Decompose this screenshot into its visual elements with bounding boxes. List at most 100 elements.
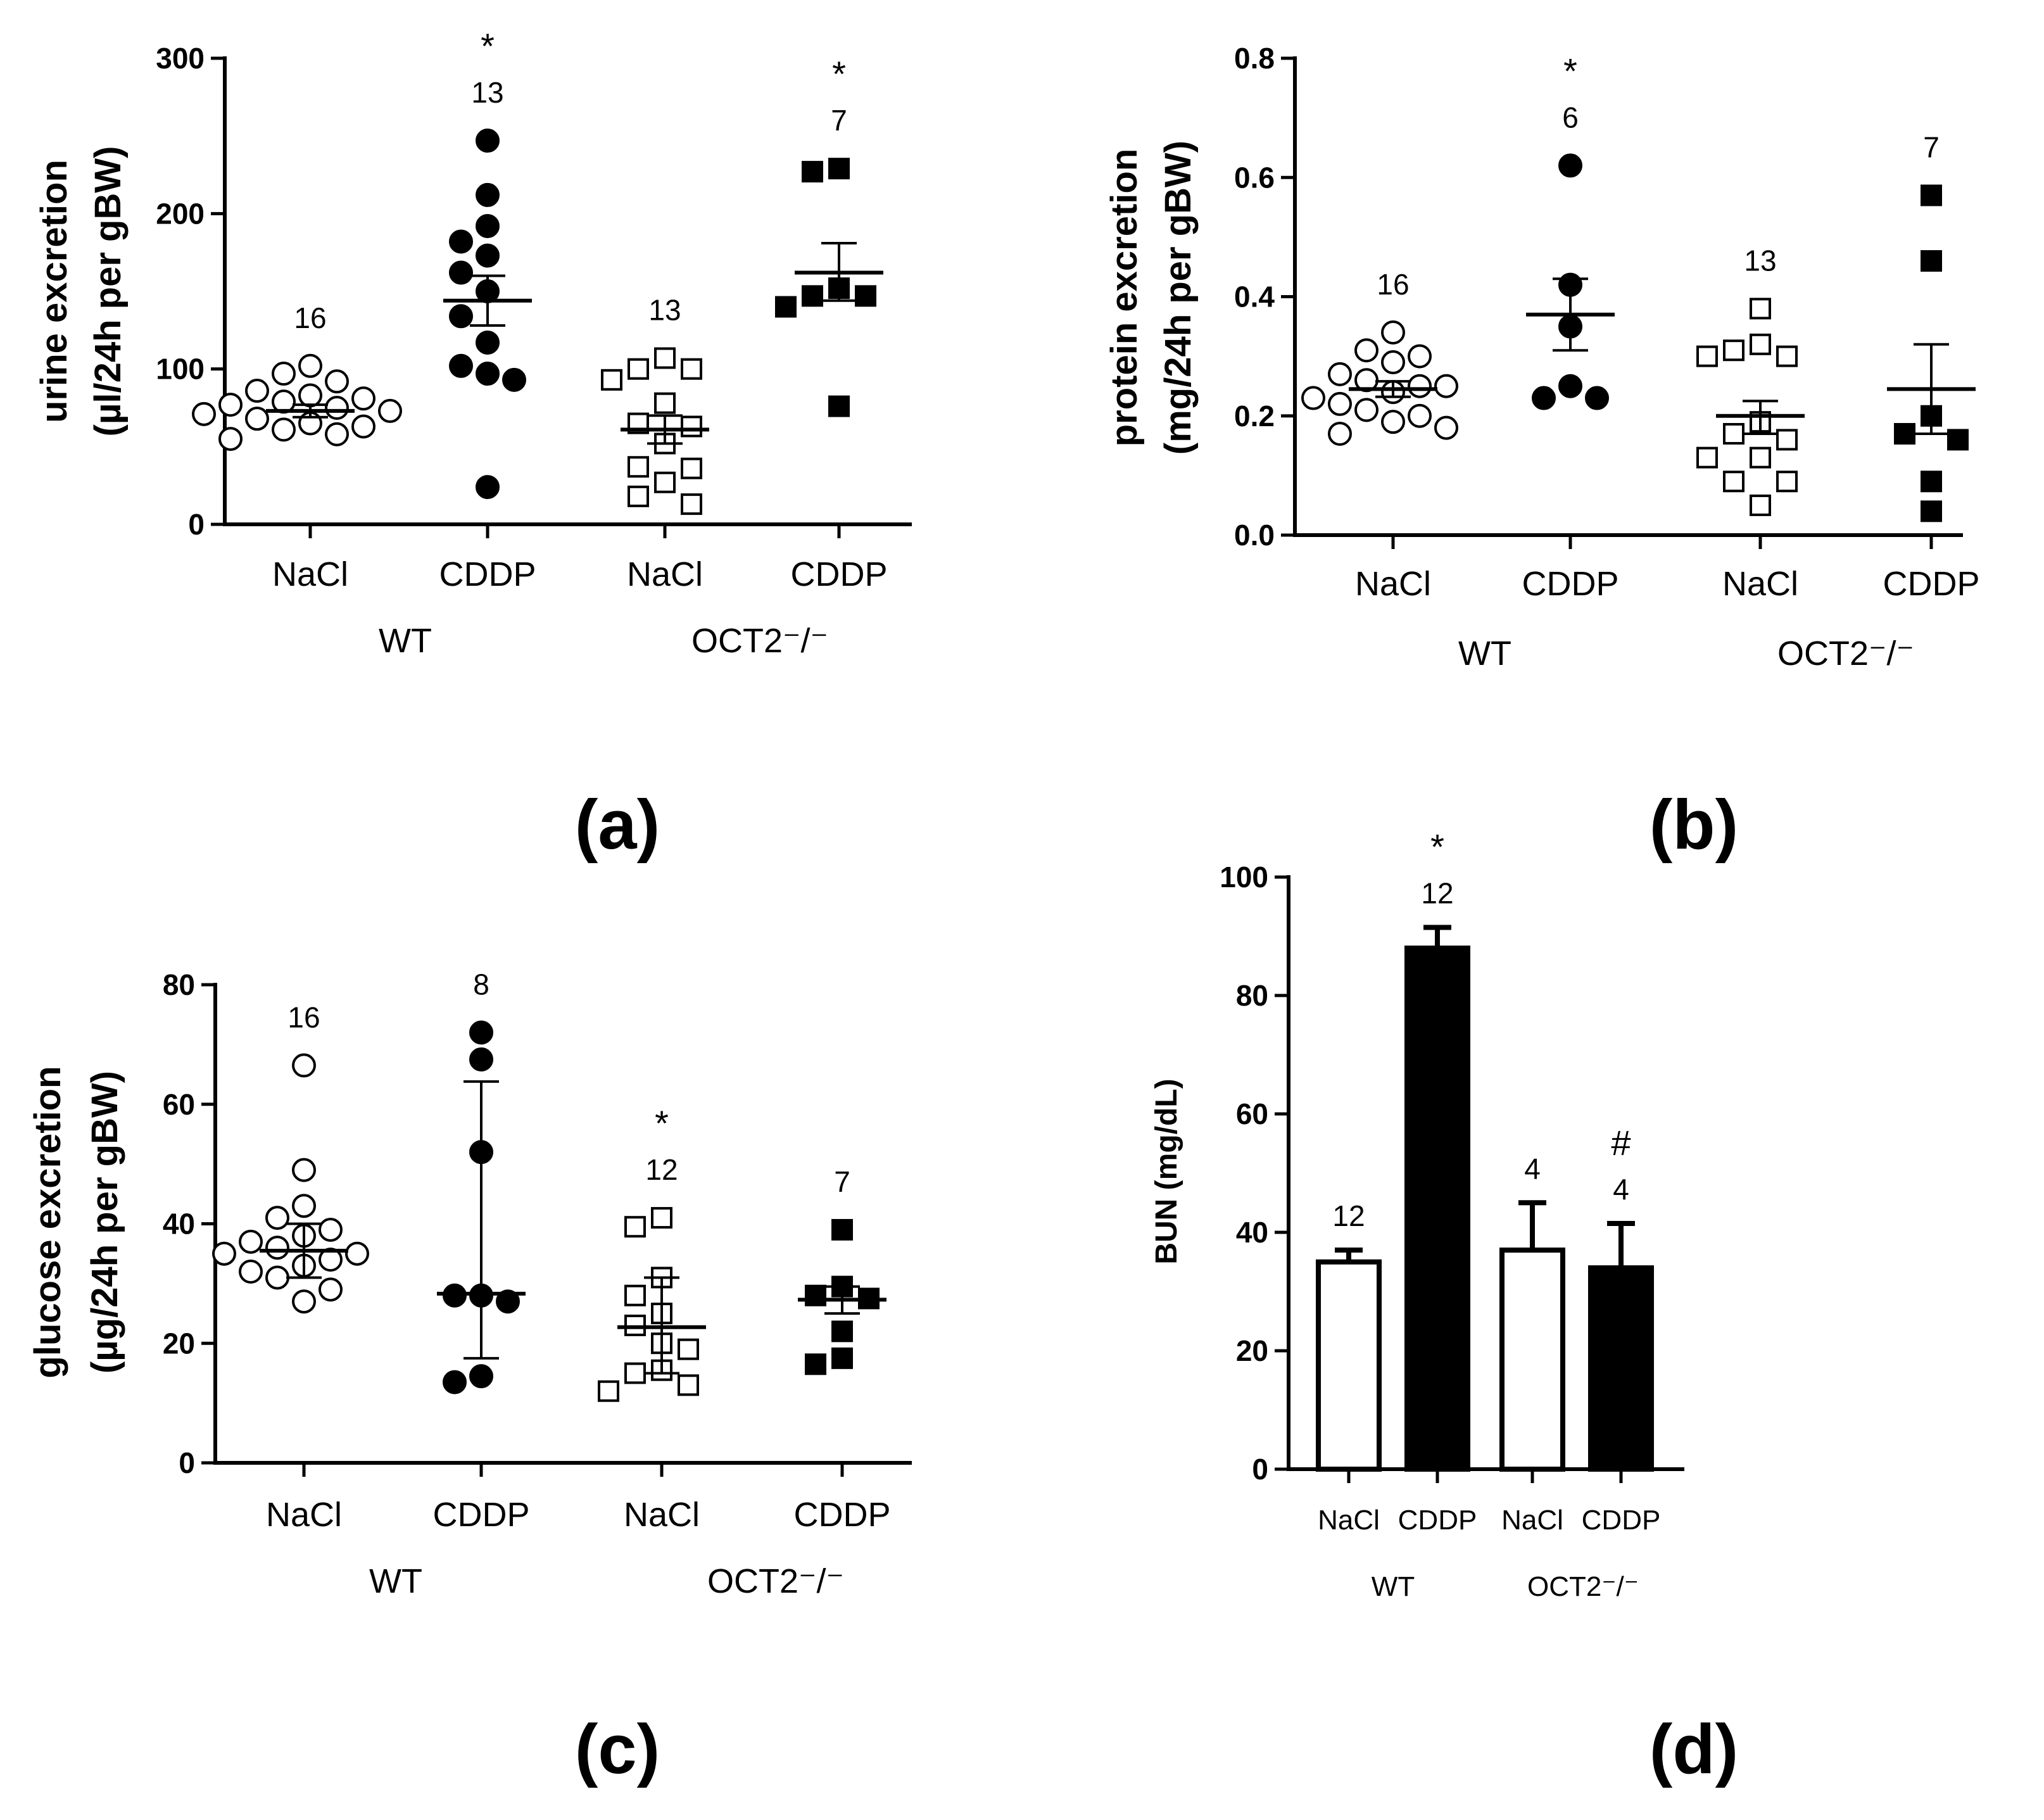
data-point [292,1158,316,1182]
data-point [1408,374,1432,398]
n-label: 12 [645,1153,678,1186]
group-label: OCT2⁻/⁻ [707,1562,844,1600]
data-point [1434,415,1458,440]
data-point [1354,338,1378,363]
chart-panel-d: 0 20 40 60 80 100 NaCl CDDP NaCl CDDP WT OCT2⁻/⁻ BUN… [1150,826,1738,1788]
category-label: CDDP [793,1496,890,1534]
category-label: NaCl [1318,1505,1380,1536]
data-point [292,1194,316,1218]
data-point [1723,422,1744,445]
data-point [476,243,500,268]
category-label: CDDP [432,1496,529,1534]
y-tick-label: 0.8 [1234,42,1275,75]
category-label: NaCl [1355,565,1431,603]
bar [1499,1248,1565,1472]
data-point [1750,494,1771,516]
data-point [1301,386,1325,410]
data-point [449,260,473,285]
n-label: 4 [1524,1152,1541,1185]
data-point [828,158,850,180]
chart-panel-c: 0 20 40 60 80 NaCl CDDP NaCl CDDP WT OCT2⁻/⁻ glucos… [27,968,912,1788]
data-point [1434,374,1458,398]
series-2: 12 * [598,1103,706,1402]
data-point [1408,403,1432,428]
data-point [265,1235,289,1260]
data-point [449,304,473,329]
data-point [598,1380,619,1402]
series-1: 6* [1526,51,1615,410]
category-label: CDDP [1522,565,1618,603]
data-point [802,285,823,307]
data-point [831,1347,853,1369]
series-0: 16 [1301,268,1458,446]
data-point [476,213,500,238]
data-point [681,358,702,380]
series-3: 7 [798,1165,886,1375]
n-label: 16 [294,301,326,334]
y-tick-label: 0.0 [1234,519,1275,552]
y-tick-label: 40 [1236,1216,1268,1249]
data-point [325,422,349,446]
data-point [651,1207,672,1229]
data-point [245,407,269,431]
data-point [351,414,375,439]
bar [1588,1265,1654,1472]
bar-group-3: 4# [1588,1123,1654,1472]
category-label: CDDP [1883,565,1979,603]
y-axis-label-line2: (µl/24h per gBW) [87,146,129,437]
series-2: 13 [1696,244,1805,516]
category-label: CDDP [1582,1505,1661,1536]
data-point [624,1362,646,1384]
data-point [628,358,649,380]
y-axis-label-line1: protein excretion [1104,149,1145,447]
data-point [469,1020,493,1045]
n-label: 6 [1562,101,1579,134]
data-point [831,1218,853,1241]
data-point [654,347,676,369]
y-tick-label: 60 [1236,1097,1268,1130]
data-point [775,296,797,318]
data-point [272,362,296,386]
data-point [192,401,216,426]
n-label: 8 [473,968,489,1001]
data-point [1723,339,1744,362]
data-point [831,1320,853,1343]
data-point [805,1284,826,1306]
bar-group-1: 12 * [1404,826,1470,1472]
data-point [272,417,296,442]
y-tick-label: 80 [163,968,195,1001]
y-tick-label: 40 [163,1208,195,1241]
data-point [218,427,243,452]
data-point [1354,398,1378,422]
y-axis-label-line1: urine excretion [34,160,75,423]
data-point [239,1229,263,1254]
data-point [218,393,243,417]
data-point [469,1364,493,1389]
data-point [245,379,269,403]
data-point [319,1217,343,1242]
category-label: CDDP [790,555,887,593]
panel-label: (a) [575,786,660,864]
series-3: 7 [1887,130,1976,522]
y-tick-label: 200 [156,197,205,230]
panel-label: (c) [575,1710,660,1788]
significance-label: # [1611,1123,1631,1163]
y-tick-label: 80 [1236,979,1268,1012]
data-point [443,1370,467,1394]
data-point [601,369,622,391]
data-point [1921,184,1942,206]
y-tick-label: 300 [156,42,205,75]
data-point [628,456,649,478]
n-label: 16 [287,1001,320,1033]
data-point [1381,320,1405,344]
data-point [1750,333,1771,355]
data-point [292,1053,316,1078]
data-point [1723,471,1744,493]
data-point [1558,153,1582,178]
data-point [1381,350,1405,375]
data-point [476,182,500,207]
data-point [1696,446,1718,469]
data-point [325,369,349,394]
n-label: 7 [831,104,847,137]
